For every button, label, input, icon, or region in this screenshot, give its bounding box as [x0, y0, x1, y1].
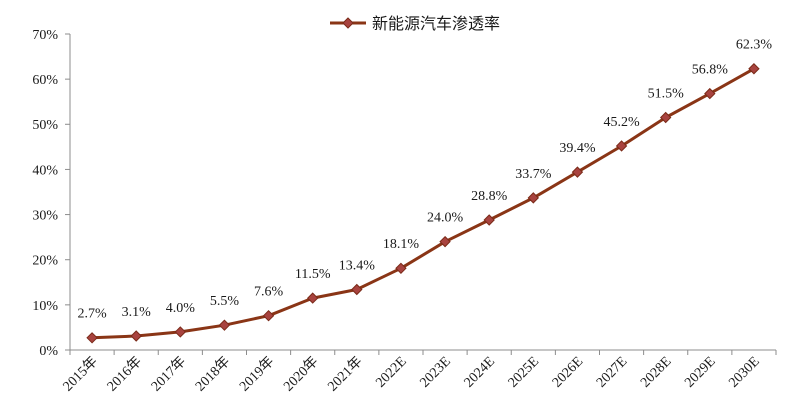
data-label: 3.1%: [122, 305, 152, 320]
x-tick-label: 2024E: [462, 354, 498, 390]
data-label: 2.7%: [77, 307, 107, 322]
x-tick-label: 2020年: [281, 354, 322, 395]
data-point-marker: [218, 319, 231, 331]
x-tick-label: 2030E: [726, 354, 762, 390]
data-point-marker: [262, 309, 275, 322]
y-tick-label: 70%: [32, 28, 58, 43]
data-label: 51.5%: [648, 86, 685, 101]
y-tick-label: 30%: [32, 208, 58, 223]
data-point-marker: [86, 332, 98, 344]
x-tick-label: 2026E: [550, 354, 586, 390]
data-point-marker: [306, 292, 319, 304]
series-line: [92, 67, 755, 340]
y-tick-label: 60%: [32, 73, 58, 88]
y-tick-label: 40%: [32, 163, 58, 178]
x-tick-label: 2016年: [104, 354, 145, 395]
legend: 新能源汽车渗透率: [330, 14, 500, 33]
x-tick-label: 2022E: [373, 354, 409, 390]
legend-label: 新能源汽车渗透率: [372, 14, 500, 33]
data-label: 11.5%: [295, 267, 331, 282]
x-tick-label: 2027E: [594, 354, 630, 390]
series-group: [86, 63, 760, 344]
data-point-marker: [351, 283, 363, 296]
data-point-marker: [659, 111, 672, 124]
data-label: 18.1%: [383, 237, 420, 252]
data-label: 4.0%: [166, 301, 196, 316]
x-axis: 2015年 2016年 2017年 2018年 2019年 2020年 2021年 2022E…: [60, 349, 777, 395]
x-tick-label: 2025E: [506, 354, 542, 390]
x-tick-label: 2029E: [682, 354, 718, 390]
data-label: 33.7%: [515, 167, 552, 182]
x-tick-label: 2021年: [325, 354, 366, 395]
data-labels: 2.7% 3.1% 4.0% 5.5% 7.6% 11.5% 13.4% 18.1% 24.0%…: [77, 38, 772, 322]
y-axis: 0% 10% 20% 30% 40% 50% 60% 70%: [32, 28, 71, 359]
y-tick-label: 50%: [32, 118, 58, 133]
data-point-marker: [395, 262, 407, 274]
y-tick-label: 0%: [39, 344, 58, 359]
data-point-marker: [704, 87, 716, 100]
data-label: 5.5%: [210, 294, 240, 309]
data-label: 13.4%: [339, 258, 376, 273]
legend-diamond-marker: [342, 17, 354, 29]
x-tick-label: 2015年: [60, 354, 101, 395]
y-tick-label: 20%: [32, 254, 58, 269]
x-tick-label: 2023E: [417, 354, 453, 390]
x-tick-label: 2017年: [148, 354, 189, 395]
data-label: 62.3%: [736, 38, 773, 53]
x-tick-label: 2018年: [192, 354, 233, 395]
data-point-marker: [527, 192, 540, 204]
data-label: 24.0%: [427, 211, 464, 226]
data-point-marker: [130, 330, 142, 342]
data-label: 39.4%: [559, 141, 596, 156]
data-point-marker: [174, 326, 187, 338]
data-label: 45.2%: [603, 115, 640, 130]
data-point-marker: [483, 214, 495, 226]
x-tick-label: 2019年: [236, 354, 277, 395]
data-point-marker: [615, 140, 628, 152]
data-point-marker: [439, 235, 451, 248]
data-label: 56.8%: [692, 62, 729, 77]
data-point-marker: [571, 166, 584, 178]
data-label: 7.6%: [254, 285, 284, 300]
data-point-marker: [748, 63, 760, 75]
x-tick-label: 2028E: [638, 354, 674, 390]
data-label: 28.8%: [471, 189, 508, 204]
y-tick-label: 10%: [32, 299, 58, 314]
